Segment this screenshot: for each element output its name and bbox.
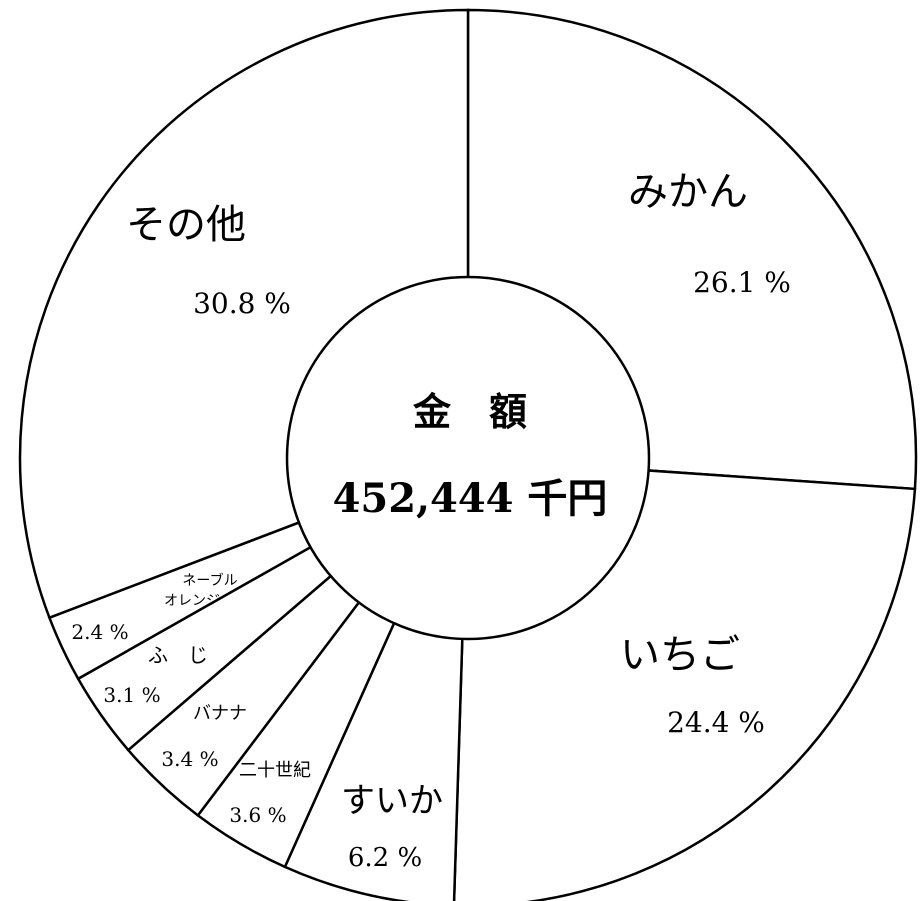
slice-percent-label: 2.4 % bbox=[71, 620, 128, 644]
donut-hole bbox=[285, 275, 651, 641]
slice-percent-label: 3.4 % bbox=[161, 747, 218, 771]
slice-category-label: その他 bbox=[126, 202, 246, 248]
slice-category-label: ふ じ bbox=[148, 643, 208, 667]
slice-percent-label: 6.2 % bbox=[348, 843, 422, 873]
slice-category-label: オレンジ bbox=[164, 593, 220, 609]
slice-category-label: バナナ bbox=[193, 703, 247, 724]
center-label: 金 額 bbox=[412, 389, 527, 434]
donut-labels: みかん 26.1 % いちご 24.4 % すいか 6.2 % 二十世紀 3.6 % バナナ 3.… bbox=[71, 169, 791, 873]
slice-percent-label: 24.4 % bbox=[667, 706, 765, 739]
center-value: 452,444 千円 bbox=[333, 475, 608, 522]
slice-category-label: みかん bbox=[628, 169, 748, 215]
slice-category-label: ネーブル bbox=[182, 572, 237, 589]
slice-category-label: いちご bbox=[620, 632, 740, 678]
slice-percent-label: 3.6 % bbox=[229, 803, 286, 827]
slice-percent-label: 30.8 % bbox=[193, 287, 291, 320]
slice-category-label: すいか bbox=[341, 781, 443, 821]
slice-percent-label: 3.1 % bbox=[103, 683, 160, 707]
slice-category-label: 二十世紀 bbox=[239, 760, 311, 781]
slice-percent-label: 26.1 % bbox=[693, 266, 791, 299]
